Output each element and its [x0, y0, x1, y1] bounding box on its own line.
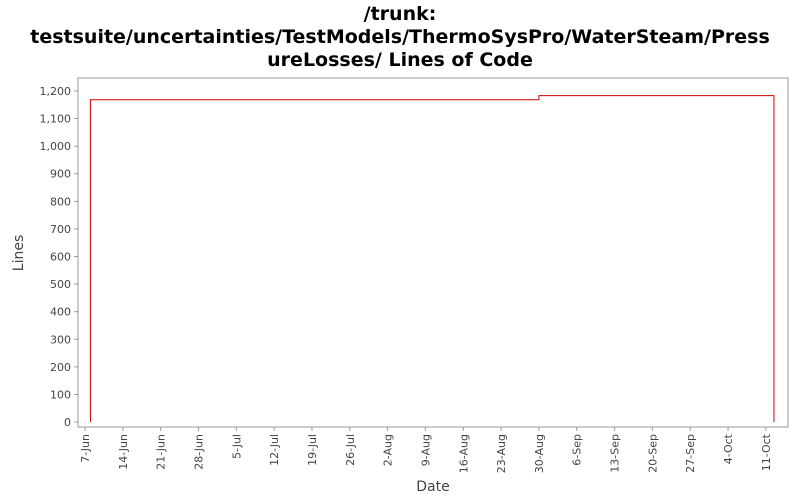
y-tick-label: 300 — [50, 333, 71, 346]
x-tick-label: 13-Sep — [609, 434, 622, 473]
x-tick-label: 11-Oct — [760, 433, 773, 471]
x-tick-label: 30-Aug — [533, 434, 546, 473]
x-tick-label: 4-Oct — [722, 433, 735, 464]
chart-title: testsuite/uncertainties/TestModels/Therm… — [30, 26, 770, 48]
x-tick-label: 14-Jun — [117, 434, 130, 470]
x-axis-label: Date — [416, 479, 449, 495]
y-tick-label: 0 — [64, 416, 71, 429]
y-tick-label: 1,100 — [40, 113, 72, 126]
y-tick-label: 1,200 — [40, 85, 72, 98]
y-tick-label: 1,000 — [40, 140, 72, 153]
y-tick-label: 900 — [50, 168, 71, 181]
x-tick-label: 28-Jun — [192, 434, 205, 470]
y-tick-label: 200 — [50, 361, 71, 374]
y-tick-label: 400 — [50, 306, 71, 319]
chart-title: ureLosses/ Lines of Code — [267, 49, 533, 71]
x-tick-label: 21-Jun — [155, 434, 168, 470]
plot-frame — [77, 77, 789, 428]
y-tick-label: 100 — [50, 388, 71, 401]
x-tick-label: 9-Aug — [419, 434, 432, 466]
x-tick-label: 19-Jul — [306, 434, 319, 466]
x-tick-label: 6-Sep — [571, 434, 584, 466]
chart-title: /trunk: — [364, 3, 437, 25]
series-line — [89, 95, 775, 423]
x-tick-label: 20-Sep — [646, 434, 659, 473]
x-tick-label: 26-Jul — [344, 434, 357, 466]
y-tick-label: 700 — [50, 223, 71, 236]
y-tick-label: 600 — [50, 251, 71, 264]
x-tick-label: 23-Aug — [495, 434, 508, 473]
x-tick-label: 2-Aug — [382, 434, 395, 466]
x-tick-label: 7-Jun — [79, 434, 92, 463]
x-tick-label: 5-Jul — [230, 434, 243, 459]
x-tick-label: 27-Sep — [684, 434, 697, 473]
y-tick-label: 800 — [50, 195, 71, 208]
x-tick-label: 12-Jul — [268, 434, 281, 466]
y-axis-label: Lines — [11, 235, 27, 271]
y-tick-label: 500 — [50, 278, 71, 291]
x-tick-label: 16-Aug — [457, 434, 470, 473]
